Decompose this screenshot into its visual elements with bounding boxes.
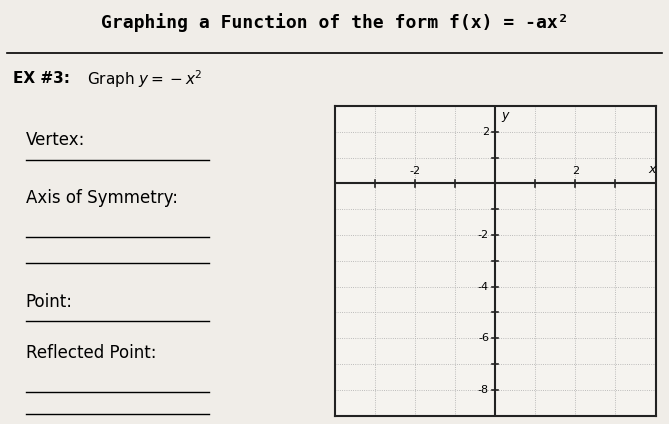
Text: -2: -2 (478, 230, 489, 240)
Text: Point:: Point: (25, 293, 73, 310)
Text: Graphing a Function of the form f(x) = -ax²: Graphing a Function of the form f(x) = -… (101, 14, 568, 32)
Text: Reflected Point:: Reflected Point: (25, 344, 156, 362)
Text: -2: -2 (409, 166, 420, 176)
Text: -4: -4 (478, 282, 489, 292)
Text: -8: -8 (478, 385, 489, 395)
Text: EX #3:: EX #3: (13, 71, 70, 86)
Text: Vertex:: Vertex: (25, 131, 85, 149)
Text: -6: -6 (478, 333, 489, 343)
Text: 2: 2 (482, 127, 489, 137)
Text: 2: 2 (572, 166, 579, 176)
Text: x: x (648, 163, 656, 176)
Text: y: y (501, 109, 508, 122)
Text: Graph $y = -x^2$: Graph $y = -x^2$ (87, 68, 203, 90)
Text: Axis of Symmetry:: Axis of Symmetry: (25, 190, 178, 207)
